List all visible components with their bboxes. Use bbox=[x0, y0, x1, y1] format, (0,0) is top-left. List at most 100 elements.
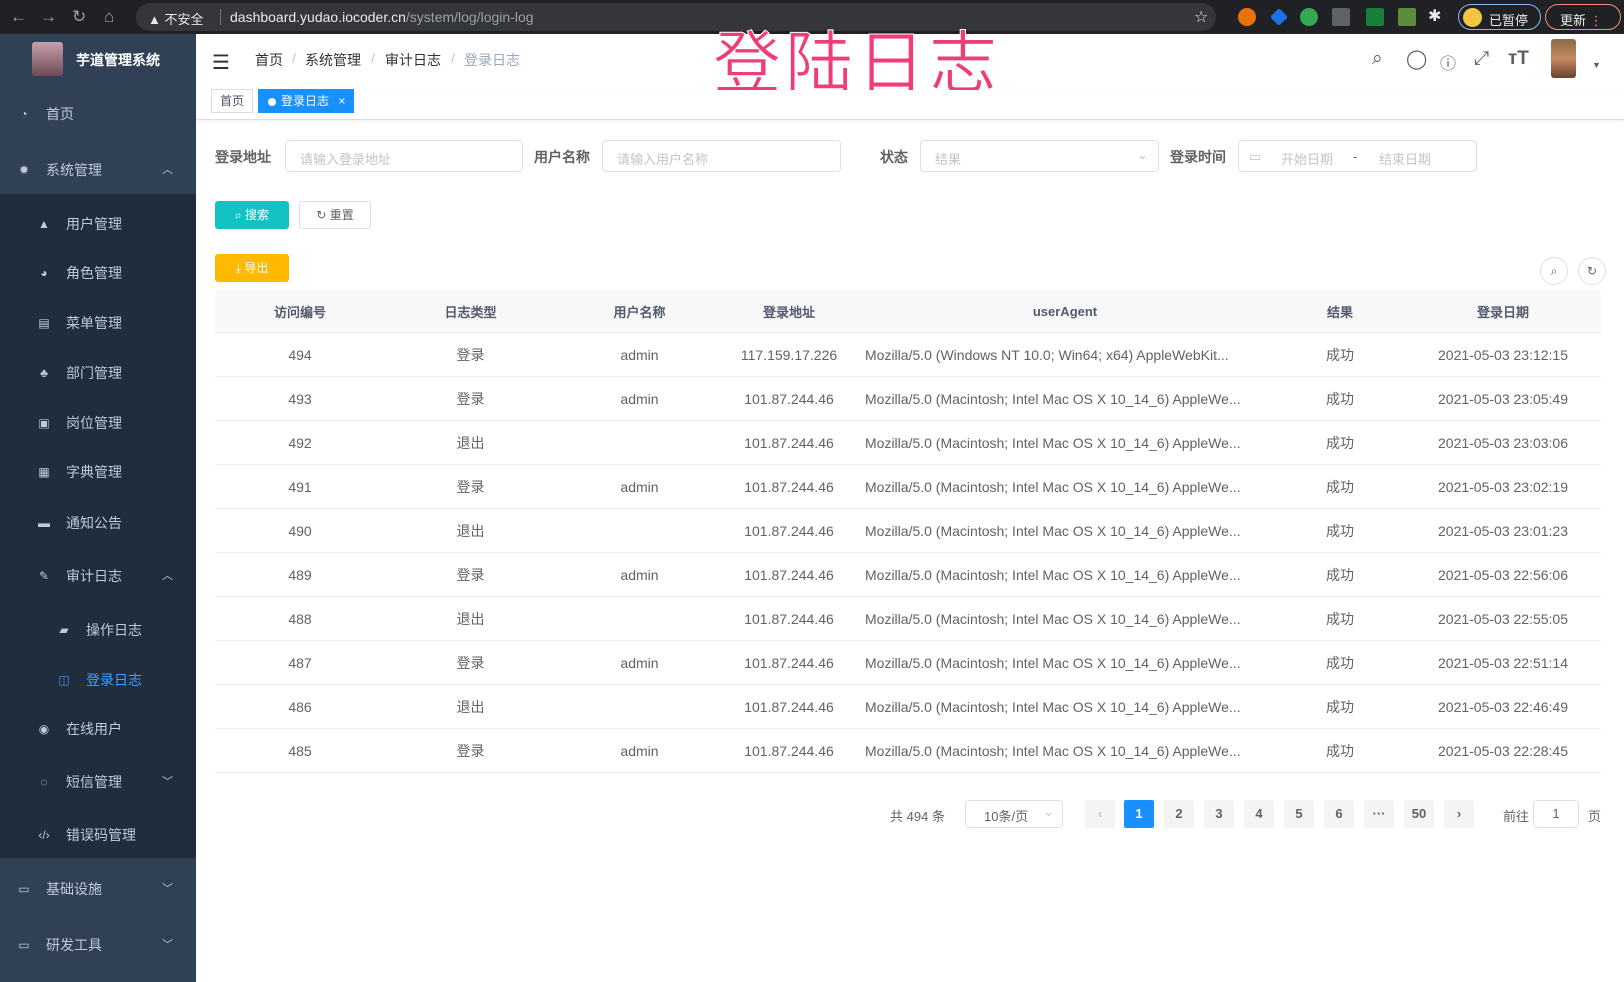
hamburger-icon[interactable]: ☰ bbox=[212, 52, 230, 74]
sidebar-item[interactable]: ▲ 用户管理 bbox=[0, 214, 196, 234]
prev-page-button[interactable]: ‹ bbox=[1085, 800, 1115, 828]
breadcrumb-item[interactable]: 系统管理 bbox=[305, 52, 361, 68]
goto-page-input[interactable]: 1 bbox=[1533, 800, 1579, 828]
sidebar-item[interactable]: ✎ 审计日志 ︿ bbox=[0, 566, 196, 586]
star-icon[interactable]: ☆ bbox=[1194, 9, 1209, 26]
on-extension-icon[interactable] bbox=[1366, 8, 1384, 26]
table-cell: admin bbox=[620, 742, 659, 759]
search-icon[interactable]: ⌕ bbox=[1372, 48, 1383, 69]
table-cell: 101.87.244.46 bbox=[744, 698, 834, 715]
back-icon[interactable]: ← bbox=[10, 7, 27, 26]
next-page-button[interactable]: › bbox=[1444, 800, 1474, 828]
page-button[interactable]: 3 bbox=[1204, 800, 1234, 828]
breadcrumb-item[interactable]: 首页 bbox=[255, 52, 283, 68]
page-button[interactable]: ··· bbox=[1364, 800, 1394, 828]
question-icon[interactable]: ⓘ bbox=[1440, 56, 1457, 73]
breadcrumb-item[interactable]: 审计日志 bbox=[385, 52, 441, 68]
table-row[interactable]: 492 退出 101.87.244.46 Mozilla/5.0 (Macintosh… bbox=[215, 421, 1601, 465]
caret-down-icon[interactable]: ▼ bbox=[1592, 60, 1601, 70]
table-row[interactable]: 490 退出 101.87.244.46 Mozilla/5.0 (Macintosh… bbox=[215, 509, 1601, 553]
font-size-icon[interactable]: ᴛT bbox=[1508, 48, 1529, 69]
table-cell: 成功 bbox=[1326, 434, 1354, 451]
url-text[interactable]: dashboard.yudao.iocoder.cn/system/log/lo… bbox=[230, 9, 534, 25]
table-cell: 488 bbox=[288, 610, 312, 627]
sidebar-item[interactable]: ▰ 操作日志 bbox=[0, 620, 196, 640]
login-log-table: 访问编号 日志类型 用户名称 登录地址 userAgent 结果 登录日期 494 登录 adm… bbox=[215, 290, 1601, 773]
page-size-select[interactable]: 10条/页 ⌄ bbox=[965, 800, 1063, 828]
table-cell: 2021-05-03 23:01:23 bbox=[1438, 522, 1568, 539]
avatar[interactable] bbox=[1551, 39, 1576, 78]
tag-login-log[interactable]: 登录日志 × bbox=[258, 89, 355, 113]
table-cell: 492 bbox=[288, 434, 312, 451]
leaf-extension-icon[interactable] bbox=[1398, 8, 1416, 26]
sidebar-item[interactable]: ▭ 研发工具 ﹀ bbox=[0, 935, 196, 955]
table-row[interactable]: 487 登录 admin 101.87.244.46 Mozilla/5.0 (Maci… bbox=[215, 641, 1601, 685]
yapi-extension-icon[interactable] bbox=[1300, 8, 1318, 26]
url-host: dashboard.yudao.iocoder.cn bbox=[230, 9, 406, 25]
table-row[interactable]: 485 登录 admin 101.87.244.46 Mozilla/5.0 (Maci… bbox=[215, 729, 1601, 773]
sidebar-item[interactable]: ◕ 角色管理 bbox=[0, 263, 196, 283]
security-warning[interactable]: ▲ 不安全 bbox=[148, 12, 204, 27]
sidebar-item[interactable]: ◌ 短信管理 ﹀ bbox=[0, 772, 196, 792]
chevron-down-icon: ﹀ bbox=[162, 883, 173, 895]
search-label: 搜索 bbox=[245, 208, 270, 222]
page-button[interactable]: 2 bbox=[1164, 800, 1194, 828]
page-button[interactable]: 50 bbox=[1404, 800, 1434, 828]
home-icon[interactable]: ⌂ bbox=[104, 7, 115, 26]
grid-extension-icon[interactable] bbox=[1332, 8, 1350, 26]
diamond-extension-icon[interactable] bbox=[1270, 8, 1288, 26]
close-icon[interactable]: × bbox=[338, 94, 346, 108]
sidebar-item[interactable]: ▣ 岗位管理 bbox=[0, 413, 196, 433]
sidebar-item[interactable]: ♣ 部门管理 bbox=[0, 363, 196, 383]
date-range-picker[interactable]: ▭ 开始日期 - 结束日期 bbox=[1238, 140, 1477, 172]
tags-view bbox=[196, 90, 1624, 120]
status-select[interactable]: 结果 ⌄ bbox=[920, 140, 1159, 172]
sidebar-item[interactable]: ▬ 通知公告 bbox=[0, 513, 196, 533]
chevron-down-icon: ﹀ bbox=[162, 939, 173, 951]
table-cell: 退出 bbox=[456, 434, 485, 451]
sidebar-item[interactable]: ▦ 字典管理 bbox=[0, 462, 196, 482]
table-cell: 登录 bbox=[456, 742, 485, 759]
toggle-search-button[interactable]: ⌕ bbox=[1540, 257, 1568, 285]
sidebar-item[interactable]: ▭ 基础设施 ﹀ bbox=[0, 879, 196, 899]
table-row[interactable]: 486 退出 101.87.244.46 Mozilla/5.0 (Macintosh… bbox=[215, 685, 1601, 729]
puzzle-icon[interactable]: ✱ bbox=[1428, 8, 1442, 25]
profile-button[interactable]: 已暂停 bbox=[1458, 4, 1541, 30]
table-row[interactable]: 493 登录 admin 101.87.244.46 Mozilla/5.0 (Maci… bbox=[215, 377, 1601, 421]
forward-icon[interactable]: → bbox=[40, 7, 57, 26]
table-cell: 登录 bbox=[456, 654, 485, 671]
table-row[interactable]: 491 登录 admin 101.87.244.46 Mozilla/5.0 (Maci… bbox=[215, 465, 1601, 509]
username-input[interactable]: 请输入用户名称 bbox=[602, 140, 841, 172]
sidebar-item[interactable]: ◉ 在线用户 bbox=[0, 719, 196, 739]
sidebar-item-label: 审计日志 bbox=[66, 568, 122, 584]
reload-icon[interactable]: ↻ bbox=[72, 7, 87, 26]
sidebar-item[interactable]: ‹/› 错误码管理 bbox=[0, 825, 196, 845]
refresh-button[interactable]: ↻ bbox=[1578, 257, 1606, 285]
table-cell: 2021-05-03 23:03:06 bbox=[1438, 434, 1568, 451]
fullscreen-icon[interactable]: ⤢ bbox=[1474, 48, 1490, 69]
address-input[interactable]: 请输入登录地址 bbox=[285, 140, 523, 172]
table-row[interactable]: 488 退出 101.87.244.46 Mozilla/5.0 (Macintosh… bbox=[215, 597, 1601, 641]
tag-home[interactable]: 首页 bbox=[211, 89, 254, 113]
table-row[interactable]: 489 登录 admin 101.87.244.46 Mozilla/5.0 (Maci… bbox=[215, 553, 1601, 597]
extension-icon[interactable] bbox=[1238, 8, 1256, 26]
page-button[interactable]: 5 bbox=[1284, 800, 1314, 828]
sidebar-item[interactable]: ▤ 菜单管理 bbox=[0, 313, 196, 333]
reset-button[interactable]: ↻ 重置 bbox=[299, 201, 371, 229]
profile-label: 已暂停 bbox=[1489, 13, 1529, 28]
update-button[interactable]: 更新 ⋮ bbox=[1545, 4, 1621, 30]
table-cell: 退出 bbox=[456, 522, 485, 539]
sidebar-item-label: 登录日志 bbox=[86, 672, 142, 688]
github-icon[interactable]: ◯ bbox=[1406, 49, 1428, 70]
address-bar[interactable]: ▲ 不安全 dashboard.yudao.iocoder.cn/system/… bbox=[136, 3, 1216, 31]
page-button[interactable]: 6 bbox=[1324, 800, 1354, 828]
search-button[interactable]: ⌕ 搜索 bbox=[215, 201, 289, 229]
page-button[interactable]: 4 bbox=[1244, 800, 1274, 828]
export-button[interactable]: ⤓ 导出 bbox=[215, 254, 289, 282]
page-button[interactable]: 1 bbox=[1124, 800, 1154, 828]
table-row[interactable]: 494 登录 admin 117.159.17.226 Mozilla/5.0 (Win… bbox=[215, 333, 1601, 377]
sidebar-item[interactable]: ◫ 登录日志 bbox=[0, 670, 196, 690]
sidebar-item-label: 短信管理 bbox=[66, 774, 122, 790]
sidebar-item[interactable]: ✹ 系统管理 ︿ bbox=[0, 160, 196, 180]
sidebar-item[interactable]: ◔ 首页 bbox=[0, 104, 196, 124]
